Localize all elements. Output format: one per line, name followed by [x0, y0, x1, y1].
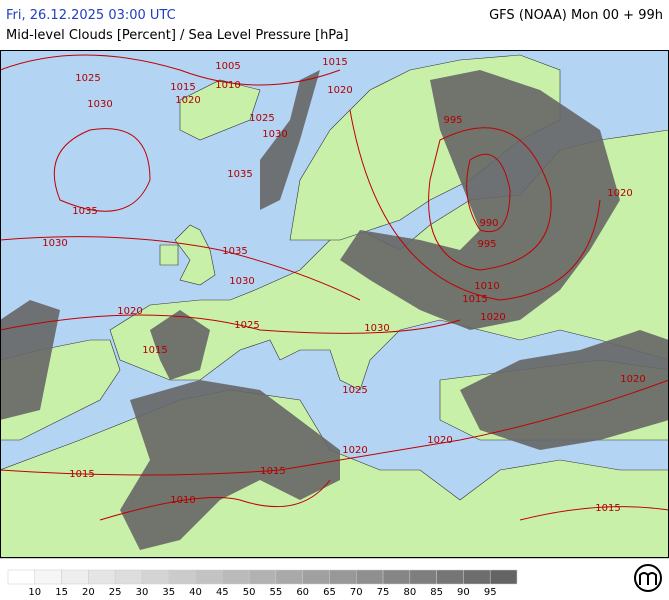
legend-label: 40 — [189, 587, 202, 598]
legend-label: 45 — [216, 587, 229, 598]
legend-label: 55 — [270, 587, 283, 598]
legend-label: 70 — [350, 587, 363, 598]
legend-swatch — [88, 569, 116, 585]
isobar-label: 1020 — [327, 85, 352, 96]
legend-swatch — [248, 569, 277, 585]
legend-label: 65 — [323, 587, 336, 598]
legend-label: 35 — [162, 587, 175, 598]
legend-swatch — [141, 569, 169, 585]
isobar-label: 1020 — [342, 445, 367, 456]
isobar-label: 1020 — [427, 435, 452, 446]
isobar-label: 1020 — [620, 374, 645, 385]
legend-swatch — [7, 569, 36, 585]
isobar-label: 1030 — [42, 238, 67, 249]
legend-label: 25 — [109, 587, 122, 598]
legend-swatch — [436, 569, 464, 585]
isobar-label: 1015 — [595, 503, 620, 514]
logo — [634, 564, 662, 592]
valid-time: Fri, 26.12.2025 03:00 UTC — [6, 8, 176, 23]
legend-swatch — [195, 569, 223, 585]
legend-swatch — [34, 569, 62, 585]
isobar-label: 1010 — [215, 80, 240, 91]
model-run: GFS (NOAA) Mon 00 + 99h — [489, 8, 663, 23]
isobar-label: 1025 — [234, 320, 259, 331]
isobar-label: 995 — [477, 239, 496, 250]
isobar-label: 1015 — [69, 469, 94, 480]
isobar-label: 1015 — [322, 57, 347, 68]
isobar-label: 1020 — [117, 306, 142, 317]
legend-label: 75 — [377, 587, 390, 598]
legend-swatch — [302, 569, 330, 585]
isobar-label: 995 — [443, 115, 462, 126]
legend-label: 20 — [82, 587, 95, 598]
isobar-label: 1030 — [229, 276, 254, 287]
isobar-label: 1015 — [142, 345, 167, 356]
isobar-label: 1035 — [72, 206, 97, 217]
isobar-label: 1025 — [75, 73, 100, 84]
legend-label: 10 — [28, 587, 41, 598]
isobar-label: 1005 — [215, 61, 240, 72]
legend-swatch — [222, 569, 250, 585]
isobar-label: 1020 — [480, 312, 505, 323]
isobar-label: 1015 — [260, 466, 285, 477]
isobar-label: 1030 — [364, 323, 389, 334]
isobar-label: 1010 — [474, 281, 499, 292]
isobar-label: 1035 — [227, 169, 252, 180]
legend-swatch — [382, 569, 411, 585]
isobar-label: 1020 — [175, 95, 200, 106]
legend-swatch — [409, 569, 437, 585]
isobar-label: 1010 — [170, 495, 195, 506]
isobar-label: 1035 — [222, 246, 247, 257]
legend-label: 60 — [296, 587, 309, 598]
legend-swatch — [114, 569, 143, 585]
isobar-label: 990 — [479, 218, 498, 229]
isobar-label: 1030 — [262, 129, 287, 140]
isobar-label: 1025 — [249, 113, 274, 124]
legend-label: 30 — [136, 587, 149, 598]
legend-label: 95 — [484, 587, 497, 598]
legend-swatch — [463, 569, 491, 585]
isobar-label: 1030 — [87, 99, 112, 110]
legend-label: 50 — [243, 587, 256, 598]
map — [0, 50, 669, 559]
legend-label: 80 — [403, 587, 416, 598]
legend-label: 90 — [457, 587, 470, 598]
legend-swatch — [356, 569, 384, 585]
isobar-label: 1015 — [462, 294, 487, 305]
subtitle: Mid-level Clouds [Percent] / Sea Level P… — [6, 28, 349, 43]
legend-swatch — [329, 569, 357, 585]
isobar-label: 1020 — [607, 188, 632, 199]
legend-swatch — [61, 569, 89, 585]
legend: 10 15 20 25 30 35 40 45 50 55 60 65 70 75 80 85 90 95 — [7, 569, 518, 598]
isobar-label: 1015 — [170, 82, 195, 93]
legend-swatch — [489, 569, 518, 585]
legend-swatch — [168, 569, 196, 585]
isobar-label: 1025 — [342, 385, 367, 396]
legend-label: 15 — [55, 587, 68, 598]
isobar-labels: 1025 1030 1005 1015 1020 1010 1015 1020 1025 1030… — [42, 57, 645, 514]
legend-swatch — [275, 569, 303, 585]
legend-label: 85 — [430, 587, 443, 598]
